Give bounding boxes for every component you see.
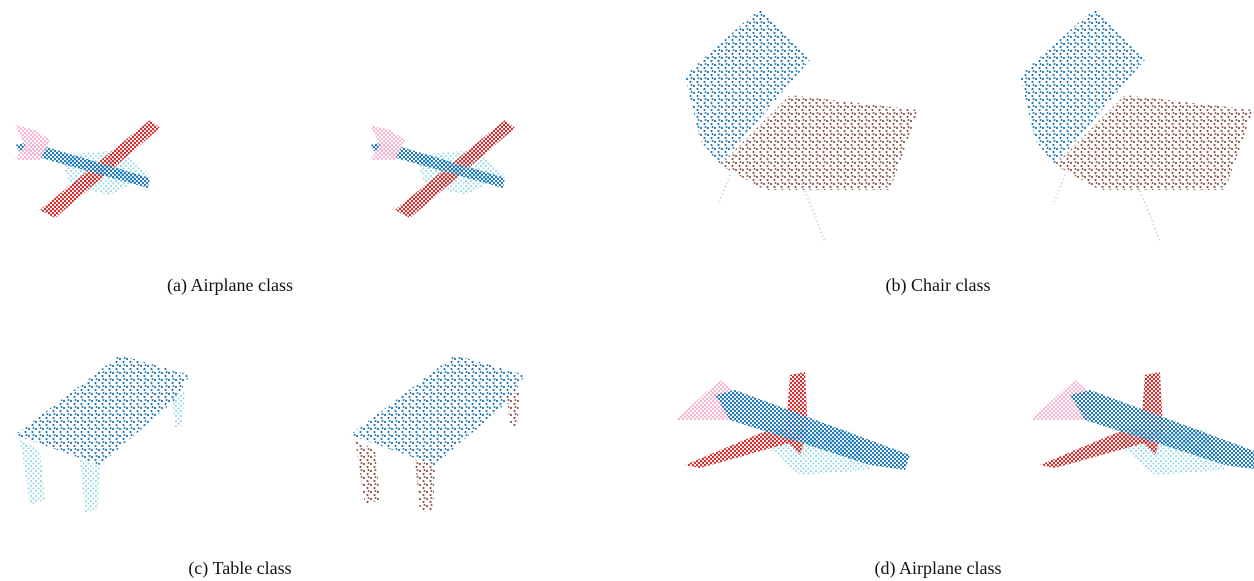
figure: (a) Airplane class (b) Chair class (c) T… (0, 0, 1254, 581)
chair-point-cloud (1020, 8, 1253, 242)
table-point-cloud (15, 355, 190, 512)
airplane-point-cloud (1030, 372, 1254, 475)
caption: (d) Airplane class (875, 558, 1002, 579)
caption: (b) Chair class (886, 275, 991, 296)
airplane-point-cloud (15, 120, 160, 218)
airplane-point-cloud (675, 372, 910, 475)
caption: (c) Table class (188, 558, 291, 579)
airplane-point-cloud (370, 120, 515, 218)
caption: (a) Airplane class (167, 275, 293, 296)
table-point-cloud (350, 355, 525, 512)
chair-point-cloud (685, 8, 918, 242)
